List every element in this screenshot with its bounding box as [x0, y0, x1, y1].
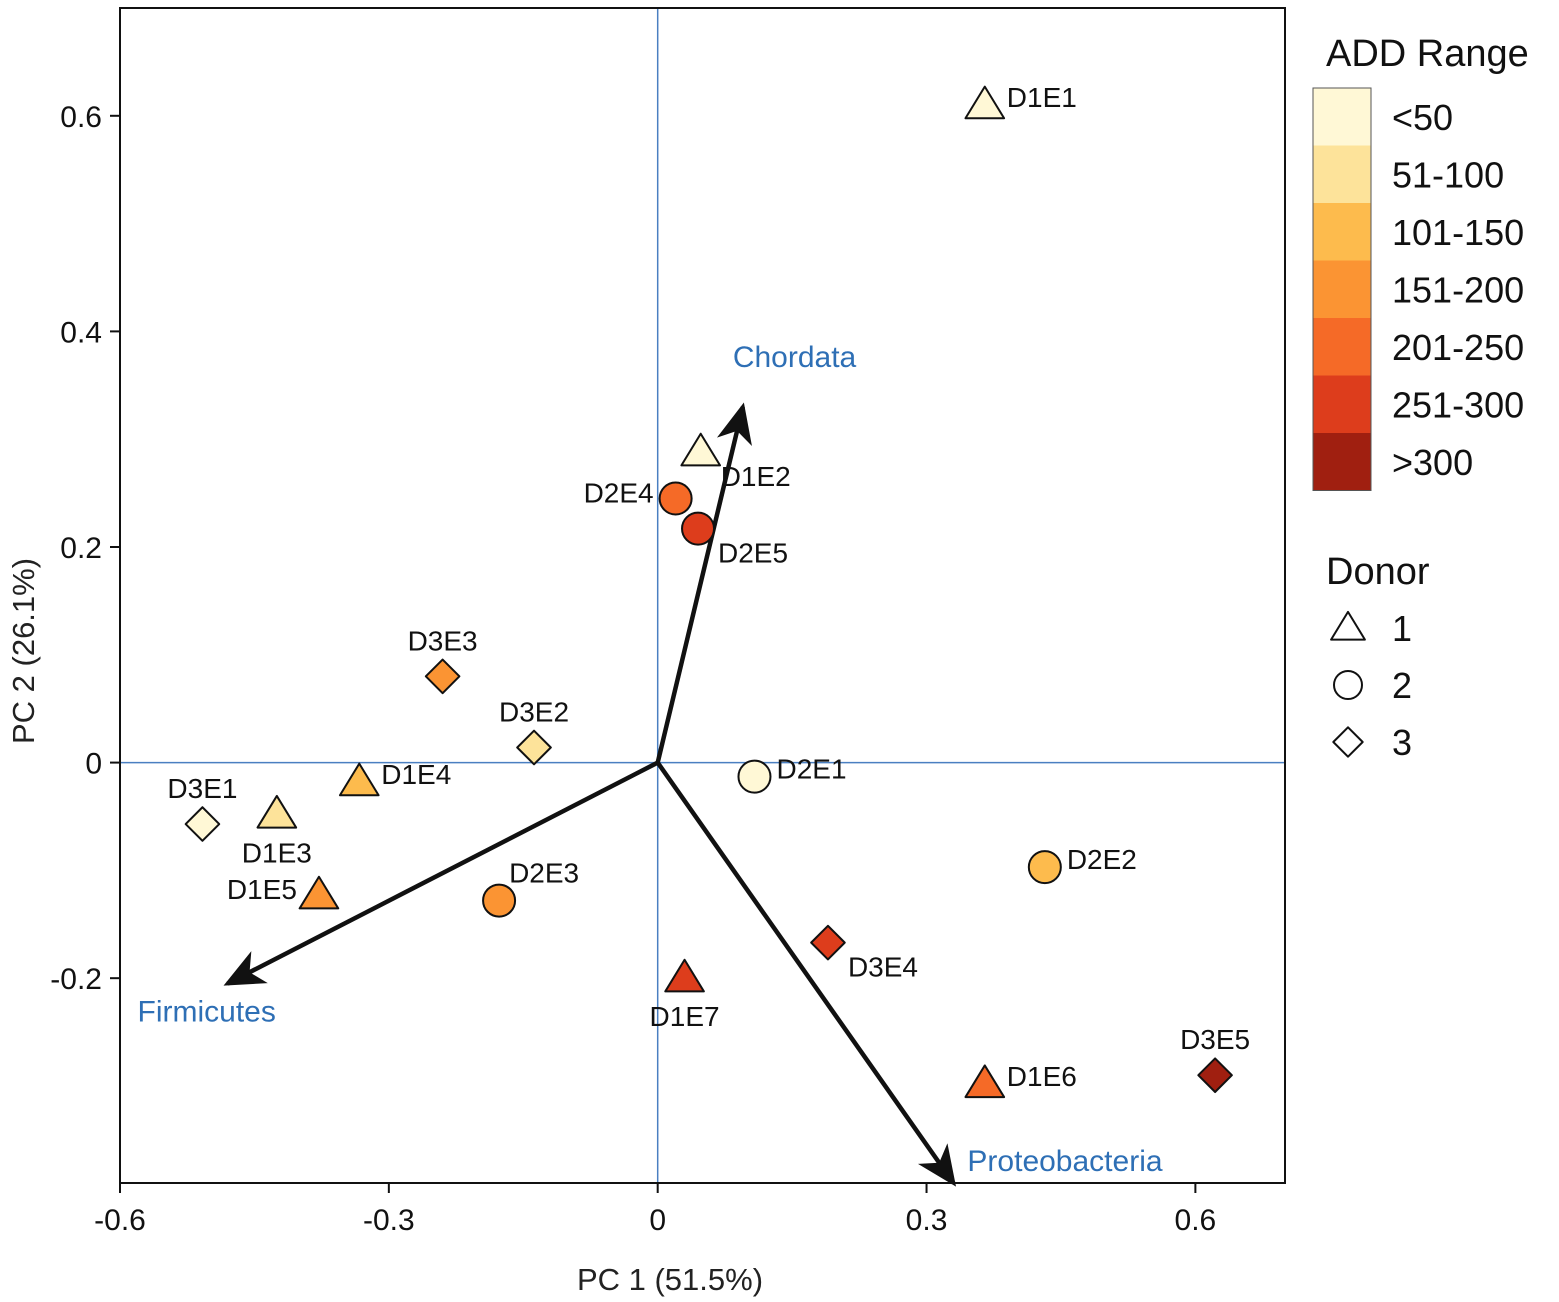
point-label-d1e4: D1E4	[381, 759, 451, 790]
add-range-label: 151-200	[1392, 269, 1524, 310]
reference-lines	[120, 8, 1285, 1183]
add-swatch-border	[1312, 87, 1372, 491]
x-tick-label: -0.3	[363, 1204, 415, 1237]
data-points: D1E1 D1E2 D2E4 D2E5 D3E3 D3E2 D1E4 D3E1 D1E3 D1E5…	[167, 82, 1250, 1099]
add-range-label: 251-300	[1392, 384, 1524, 425]
y-tick-label: 0.4	[60, 316, 102, 349]
point-d1e7	[664, 958, 705, 993]
point-d2e5	[681, 511, 716, 546]
x-tick-label: 0.3	[906, 1204, 948, 1237]
point-label-d1e2: D1E2	[721, 461, 791, 492]
point-d3e3	[424, 658, 461, 695]
point-d3e2	[516, 729, 552, 766]
donor-legend-title: Donor	[1326, 551, 1430, 593]
point-label-d1e1: D1E1	[1007, 82, 1077, 113]
point-label-d3e5: D3E5	[1180, 1024, 1250, 1055]
y-tick-label: 0.6	[60, 101, 102, 134]
add-range-label: 201-250	[1392, 327, 1524, 368]
x-tick-label: 0.6	[1175, 1204, 1217, 1237]
point-label-d2e3: D2E3	[509, 858, 579, 889]
donor-legend-label: 2	[1392, 665, 1412, 706]
point-label-d3e3: D3E3	[408, 625, 478, 656]
point-label-d1e5: D1E5	[227, 874, 297, 905]
donor-legend-triangle-icon	[1330, 610, 1366, 641]
donor-legend-circle-icon	[1333, 670, 1363, 700]
point-label-d3e1: D3E1	[167, 773, 237, 804]
point-d3e1	[184, 806, 221, 842]
add-swatch	[1313, 375, 1371, 433]
add-swatch	[1313, 88, 1371, 146]
donor-legend: Donor 1 2 3	[1326, 551, 1430, 763]
point-label-d1e3: D1E3	[242, 837, 312, 868]
add-swatch	[1313, 260, 1371, 318]
point-d1e3	[256, 794, 298, 829]
point-d2e2	[1027, 850, 1062, 885]
point-d2e3	[482, 883, 517, 918]
point-label-d3e4: D3E4	[848, 952, 918, 983]
vector-label-proteobacteria: Proteobacteria	[967, 1145, 1162, 1178]
add-range-label: 101-150	[1392, 212, 1524, 253]
y-axis-title: PC 2 (26.1%)	[6, 558, 41, 744]
loading-vectors: Chordata Firmicutes Proteobacteria	[138, 341, 1163, 1187]
add-swatch	[1313, 433, 1371, 491]
point-label-d2e1: D2E1	[776, 754, 846, 785]
x-axis-title: PC 1 (51.5%)	[577, 1262, 763, 1297]
y-tick-label: 0	[85, 748, 102, 781]
loading-vector-proteobacteria	[655, 761, 957, 1187]
loading-vector-chordata	[655, 402, 752, 764]
y-tick-label: -0.2	[50, 963, 102, 996]
add-swatch	[1313, 145, 1371, 203]
point-d1e6	[964, 1064, 1006, 1099]
point-d2e1	[737, 759, 772, 794]
donor-legend-label: 3	[1392, 722, 1412, 763]
point-d2e4	[658, 481, 693, 516]
point-label-d2e5: D2E5	[718, 538, 788, 569]
add-range-label: <50	[1392, 97, 1453, 138]
add-range-label: >300	[1392, 442, 1473, 483]
add-swatch	[1313, 318, 1371, 376]
loading-vector-firmicutes	[223, 760, 659, 986]
point-d1e2	[680, 432, 722, 467]
add-range-legend: ADD Range <50 51-100 101-150 151-200 201-250…	[1312, 33, 1529, 491]
point-label-d1e7: D1E7	[650, 1001, 720, 1032]
point-label-d3e2: D3E2	[499, 696, 569, 727]
point-d3e5	[1197, 1057, 1233, 1094]
add-range-label: 51-100	[1392, 154, 1504, 195]
y-tick-label: 0.2	[60, 532, 102, 565]
point-d3e4	[810, 924, 846, 961]
axes: -0.6 -0.3 0 0.3 0.6 -0.2 0 0.2 0.4 0.6	[50, 7, 1286, 1237]
add-legend-title: ADD Range	[1326, 33, 1529, 75]
add-swatch	[1313, 203, 1371, 261]
plot-frame	[119, 7, 1286, 1184]
point-label-d1e6: D1E6	[1007, 1061, 1077, 1092]
point-d1e5	[298, 875, 340, 910]
donor-legend-label: 1	[1392, 608, 1412, 649]
point-d1e1	[964, 85, 1006, 120]
point-d1e4	[338, 762, 380, 797]
donor-legend-diamond-icon	[1332, 726, 1364, 758]
point-label-d2e4: D2E4	[584, 477, 654, 508]
x-tick-label: 0	[649, 1204, 666, 1237]
vector-label-firmicutes: Firmicutes	[138, 996, 276, 1029]
x-tick-label: -0.6	[94, 1204, 146, 1237]
vector-label-chordata: Chordata	[733, 341, 857, 374]
point-label-d2e2: D2E2	[1067, 844, 1137, 875]
